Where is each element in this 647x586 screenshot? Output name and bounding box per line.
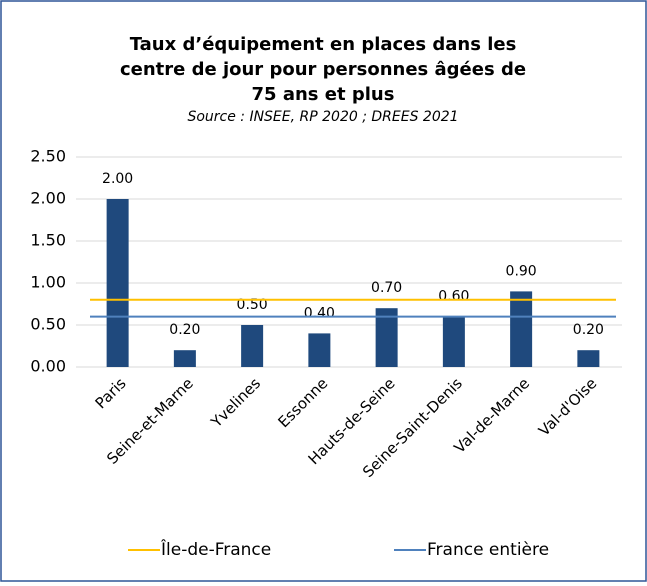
bar xyxy=(173,350,196,367)
bar xyxy=(308,333,331,367)
data-label: 0.20 xyxy=(169,322,200,338)
chart-subtitle: Source : INSEE, RP 2020 ; DREES 2021 xyxy=(187,109,458,125)
data-label: 0.20 xyxy=(573,322,604,338)
y-tick-label: 2.00 xyxy=(30,189,66,208)
y-tick-label: 1.50 xyxy=(30,231,66,250)
data-label: 0.40 xyxy=(304,305,335,321)
legend-label: France entière xyxy=(427,540,549,560)
bar xyxy=(442,316,465,367)
bar xyxy=(375,308,398,367)
chart-title: centre de jour pour personnes âgées de xyxy=(120,59,526,80)
legend-label: Île-de-France xyxy=(160,538,271,560)
y-tick-label: 1.00 xyxy=(30,273,66,292)
data-label: 2.00 xyxy=(102,171,133,187)
bar xyxy=(577,350,600,367)
y-tick-label: 0.00 xyxy=(30,357,66,376)
bar xyxy=(510,291,533,367)
y-tick-label: 0.50 xyxy=(30,315,66,334)
data-label: 0.90 xyxy=(506,263,537,279)
bar xyxy=(106,199,129,367)
data-label: 0.50 xyxy=(237,297,268,313)
y-tick-label: 2.50 xyxy=(30,147,66,166)
chart-title: 75 ans et plus xyxy=(252,84,395,105)
chart-title: Taux d’équipement en places dans les xyxy=(130,34,517,55)
data-label: 0.60 xyxy=(438,289,469,305)
bar xyxy=(241,325,264,367)
data-label: 0.70 xyxy=(371,280,402,296)
